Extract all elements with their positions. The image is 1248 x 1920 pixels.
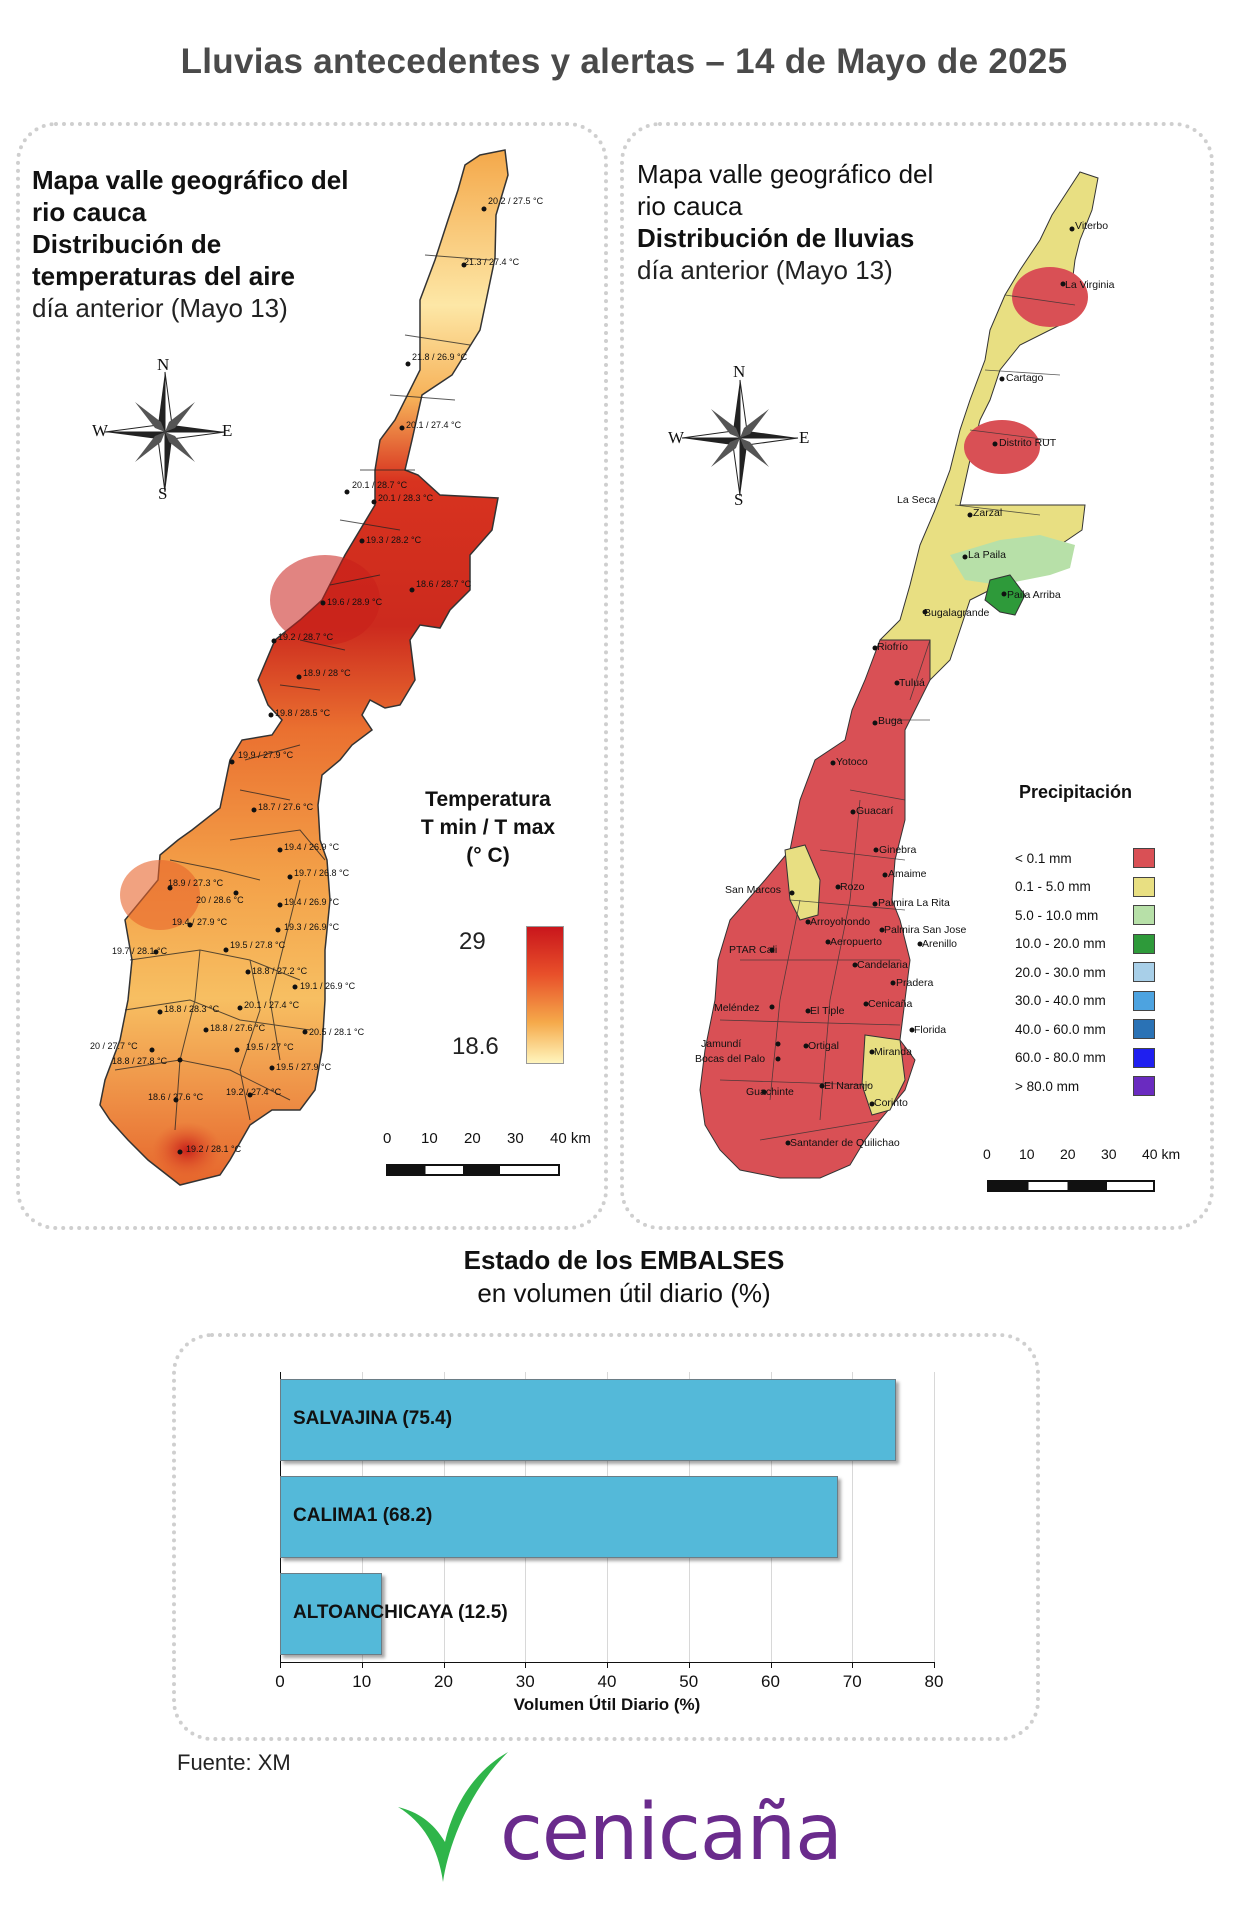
scale-bar xyxy=(386,1164,560,1176)
x-tick xyxy=(688,1662,690,1668)
scale-label-40: 40 km xyxy=(1142,1146,1181,1162)
reservoirs-panel xyxy=(172,1333,1040,1741)
x-gridline xyxy=(934,1372,935,1662)
compass-west-label: W xyxy=(668,428,685,447)
scale-label-30: 30 xyxy=(1101,1146,1117,1162)
temperature-color-ramp xyxy=(526,926,564,1064)
x-tick xyxy=(525,1662,527,1668)
x-tick-label: 70 xyxy=(842,1672,862,1691)
x-axis-title: Volumen Útil Diario (%) xyxy=(513,1695,701,1714)
compass-rose-icon xyxy=(104,371,226,493)
temperature-legend-min: 18.6 xyxy=(452,1033,499,1060)
legend-row: 30.0 - 40.0 mm xyxy=(1015,987,1175,1016)
temperature-legend-max: 29 xyxy=(459,928,486,955)
bar-data-label: ALTOANCHICAYA (12.5) xyxy=(293,1601,508,1623)
reservoirs-title: Estado de los EMBALSES xyxy=(463,1245,785,1275)
precipitation-legend-title: Precipitación xyxy=(1019,782,1133,802)
temperature-panel xyxy=(16,122,608,1230)
x-tick-label: 0 xyxy=(275,1672,285,1691)
x-tick xyxy=(361,1662,363,1668)
x-tick-label: 20 xyxy=(434,1672,453,1691)
scale-label-10: 10 xyxy=(1019,1146,1035,1162)
x-tick-label: 10 xyxy=(352,1672,372,1691)
compass-north-label: N xyxy=(157,355,170,374)
scale-label-30: 30 xyxy=(507,1130,524,1147)
legend-row: 10.0 - 20.0 mm xyxy=(1015,930,1175,959)
logo-wordmark: cenicaña xyxy=(500,1788,843,1878)
bar-calima1 xyxy=(280,1475,838,1559)
legend-row: 5.0 - 10.0 mm xyxy=(1015,901,1175,930)
page-title: Lluvias antecedentes y alertas – 14 de M… xyxy=(180,42,1068,81)
reservoirs-subtitle: en volumen útil diario (%) xyxy=(477,1278,771,1308)
x-tick xyxy=(443,1662,445,1668)
compass-west-label: W xyxy=(92,421,109,440)
cenicana-leaf-logo-icon xyxy=(398,1752,508,1882)
scale-label-20: 20 xyxy=(1060,1146,1076,1162)
rainfall-panel-title: Mapa valle geográfico del rio cauca Dist… xyxy=(637,159,934,285)
compass-east-label: E xyxy=(799,428,810,447)
bar-salvajina xyxy=(280,1379,897,1462)
x-tick xyxy=(770,1662,772,1668)
temperature-legend-title: Temperatura T min / T max (° C) xyxy=(420,788,556,867)
reservoir-bar-chart: 0 10 20 30 40 50 60 70 80 SALVAJINA (75.4) CALIMA1… xyxy=(275,1372,943,1691)
legend-row: < 0.1 mm xyxy=(1015,844,1175,873)
scale-label-0: 0 xyxy=(383,1130,392,1147)
x-gridline xyxy=(852,1372,854,1662)
x-tick-label: 50 xyxy=(679,1672,699,1691)
legend-row: 20.0 - 30.0 mm xyxy=(1015,958,1175,987)
legend-row: 0.1 - 5.0 mm xyxy=(1015,873,1175,902)
x-axis-line xyxy=(280,1662,934,1663)
x-tick xyxy=(280,1662,281,1668)
scale-label-10: 10 xyxy=(421,1130,438,1147)
x-tick-label: 40 xyxy=(597,1672,617,1691)
bar-data-label: SALVAJINA (75.4) xyxy=(293,1408,453,1430)
x-tick xyxy=(934,1662,935,1668)
rainfall-panel xyxy=(620,122,1214,1230)
x-tick-label: 60 xyxy=(761,1672,780,1691)
scale-label-20: 20 xyxy=(464,1130,481,1147)
x-tick-label: 30 xyxy=(515,1672,535,1691)
x-tick xyxy=(852,1662,854,1668)
compass-south-label: S xyxy=(158,484,168,503)
compass-north-label: N xyxy=(733,362,746,381)
compass-east-label: E xyxy=(222,421,233,440)
x-tick xyxy=(607,1662,608,1668)
precipitation-legend: < 0.1 mm 0.1 - 5.0 mm 5.0 - 10.0 mm 10.0… xyxy=(1015,844,1175,1101)
bar-data-label: CALIMA1 (68.2) xyxy=(293,1505,433,1526)
source-credit: Fuente: XM xyxy=(177,1750,291,1775)
scale-label-0: 0 xyxy=(983,1146,991,1162)
legend-row: > 80.0 mm xyxy=(1015,1072,1175,1101)
scale-label-40: 40 km xyxy=(550,1130,591,1147)
temperature-panel-title: Mapa valle geográfico del rio cauca Dist… xyxy=(32,165,349,323)
compass-south-label: S xyxy=(734,490,744,509)
legend-row: 40.0 - 60.0 mm xyxy=(1015,1015,1175,1044)
legend-row: 60.0 - 80.0 mm xyxy=(1015,1044,1175,1073)
compass-rose-icon xyxy=(681,379,799,497)
scale-bar xyxy=(987,1180,1155,1192)
x-tick-label: 80 xyxy=(924,1672,944,1691)
bar-altoanchicaya xyxy=(280,1572,383,1655)
